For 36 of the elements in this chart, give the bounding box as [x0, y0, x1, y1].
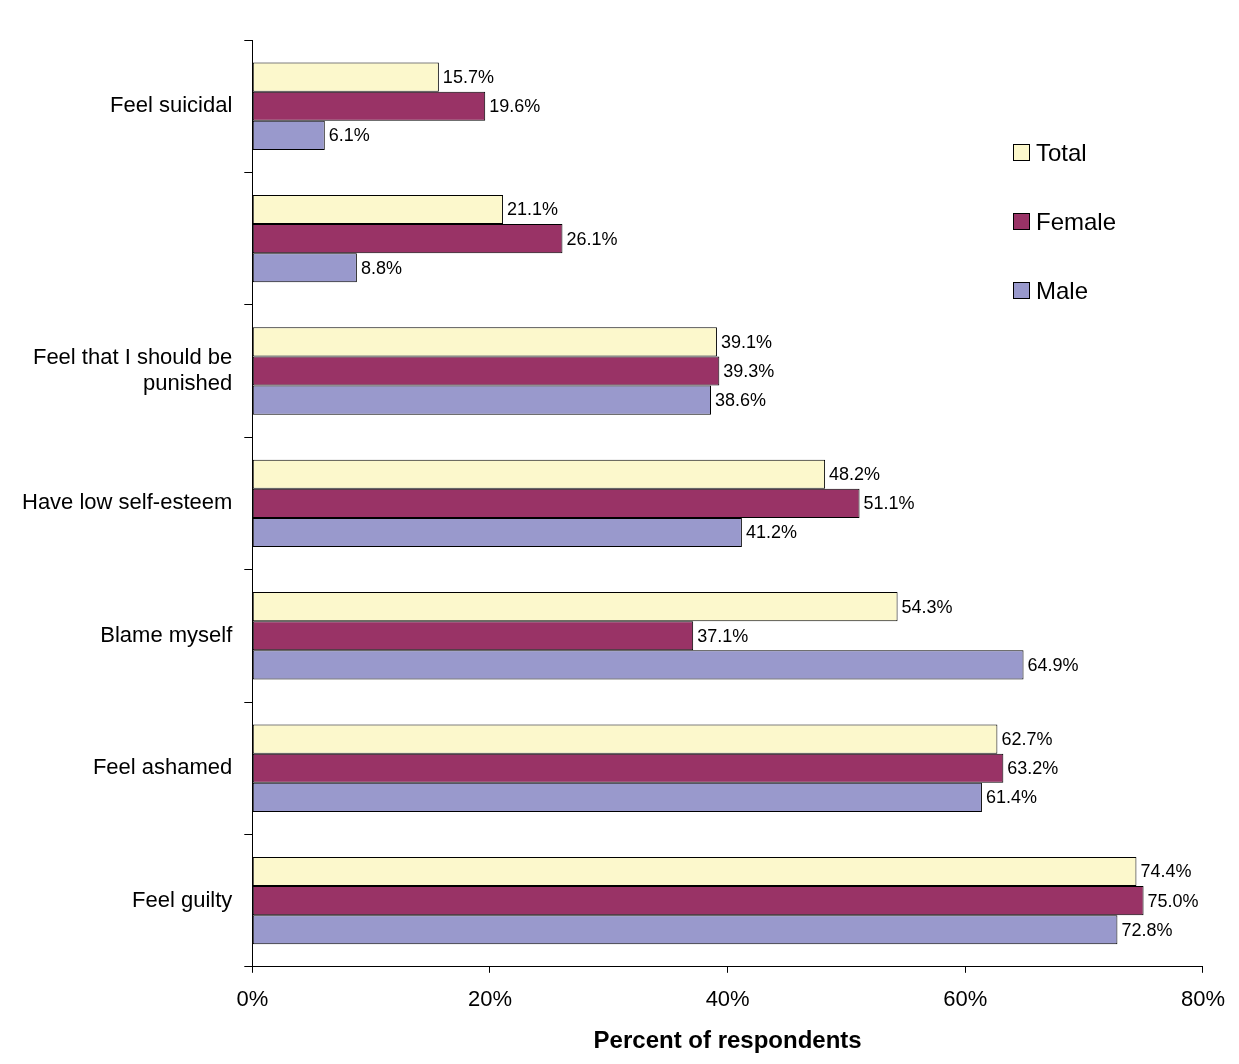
- text: 39.1%: [720, 331, 772, 352]
- text: 48.2%: [829, 464, 881, 485]
- text: 74.4%: [1140, 861, 1192, 882]
- text: 64.9%: [1027, 654, 1079, 675]
- x-tick-label: 80%: [1180, 986, 1226, 1012]
- text: 15.7%: [442, 67, 494, 88]
- y-tick-label: Blame myself: [100, 621, 234, 647]
- x-tick-label: 60%: [943, 986, 988, 1012]
- text: 41.2%: [745, 522, 797, 543]
- legend-label: Female: [1036, 207, 1117, 236]
- x-tick-label: 0%: [236, 986, 269, 1012]
- text: 38.6%: [715, 390, 767, 411]
- text: 8.8%: [360, 257, 402, 278]
- text: 37.1%: [697, 625, 749, 646]
- text: 72.8%: [1121, 919, 1173, 940]
- y-tick-label: Feel suicidal: [110, 92, 233, 118]
- text: 61.4%: [985, 787, 1037, 808]
- y-tick-label: Feel that I should be punished: [32, 343, 233, 396]
- text: 39.3%: [723, 360, 775, 381]
- y-tick-label: Have low self-esteem: [21, 489, 233, 515]
- text: 21.1%: [507, 199, 559, 220]
- text: 26.1%: [566, 228, 618, 249]
- text: 62.7%: [1001, 729, 1053, 750]
- text: 63.2%: [1007, 758, 1059, 779]
- legend-label: Total: [1036, 138, 1087, 167]
- x-tick-label: 20%: [467, 986, 512, 1012]
- y-tick-label: Feel guilty: [132, 886, 233, 912]
- legend-label: Male: [1036, 276, 1089, 305]
- text: 54.3%: [901, 596, 953, 617]
- text: 51.1%: [863, 493, 915, 514]
- text: 75.0%: [1147, 890, 1199, 911]
- text: 19.6%: [489, 96, 541, 117]
- y-tick-label: Feel ashamed: [92, 754, 233, 780]
- x-tick-label: 40%: [705, 986, 750, 1012]
- text: 6.1%: [328, 125, 370, 146]
- x-axis-title: Percent of respondents: [593, 1026, 862, 1054]
